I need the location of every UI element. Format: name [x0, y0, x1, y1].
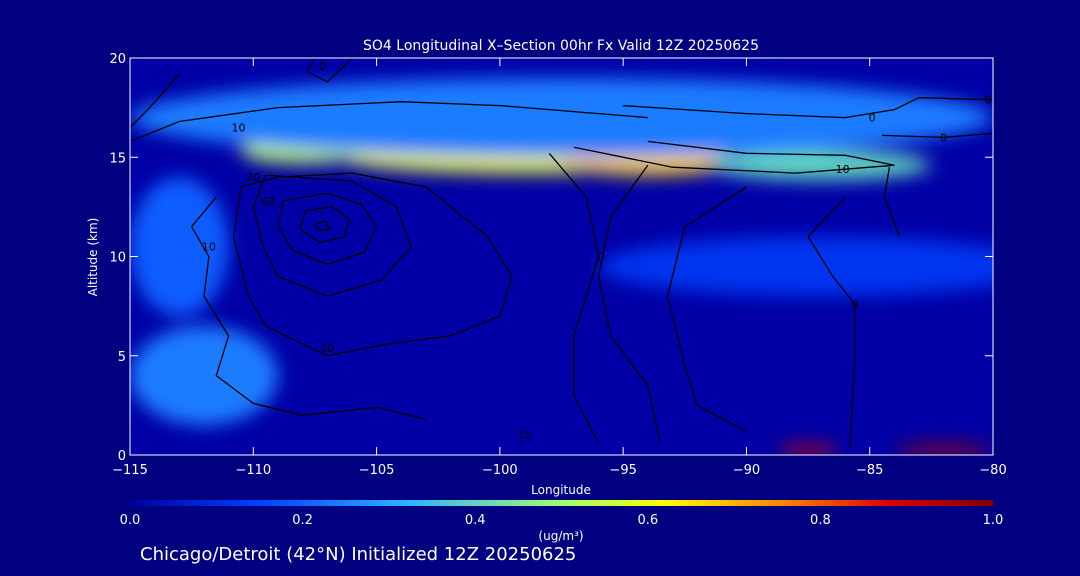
heat-patch-3: [709, 150, 932, 181]
colorbar-ticks: 0.0 0.2 0.4 0.6 0.8 1.0: [120, 513, 1004, 528]
contour-label-0: 0: [319, 60, 326, 73]
contour-label-7: 10: [836, 163, 850, 176]
x-tick-label: −105: [359, 463, 395, 478]
contour-line-5: [190, 196, 427, 420]
contour-label-9: 20: [246, 171, 260, 184]
heat-patch-8: [777, 445, 839, 455]
colorbar-tick-label: 0.8: [810, 513, 831, 528]
contour-label-10: 40: [261, 195, 275, 208]
contour-label-8: 10: [518, 429, 532, 442]
contour-line-9: [252, 174, 412, 297]
contour-line-4: [130, 101, 648, 143]
contour-line-11: [299, 206, 351, 244]
colorbar-tick-label: 0.6: [637, 513, 658, 528]
contour-line-6: [232, 172, 513, 357]
contour-line-14: [597, 164, 661, 444]
y-tick-label: 5: [118, 350, 126, 365]
contour-label-14: 0: [597, 251, 604, 264]
x-axis-label: Longitude: [531, 483, 591, 497]
contour-line-12: [314, 219, 331, 232]
contour-line-10: [277, 192, 378, 266]
colorbar-tick-label: 1.0: [983, 513, 1004, 528]
contour-label-16: 0: [851, 298, 858, 311]
x-axis: −115 −110 −105 −100 −95 −90 −85 −80: [112, 58, 1007, 478]
contour-label-3: 0: [985, 94, 992, 107]
x-tick-label: −100: [482, 463, 518, 478]
y-axis-label: Altitude (km): [86, 218, 100, 297]
x-tick-label: −80: [979, 463, 1006, 478]
colorbar-tick-label: 0.2: [292, 513, 313, 528]
contour-line-2: [881, 132, 993, 139]
colorbar-tick-label: 0.4: [465, 513, 486, 528]
contour-label-1: 0: [869, 112, 876, 125]
heat-patch-4: [130, 77, 993, 158]
contour-line-16: [807, 196, 856, 448]
x-tick-label: −115: [112, 463, 148, 478]
heat-patch-6: [130, 325, 278, 426]
contour-label-2: 0: [940, 131, 947, 144]
footer-caption: Chicago/Detroit (42°N) Initialized 12Z 2…: [140, 544, 576, 565]
x-tick-label: −90: [733, 463, 760, 478]
y-tick-label: 0: [118, 449, 126, 464]
heat-patch-9: [894, 445, 993, 455]
chart-title: SO4 Longitudinal X–Section 00hr Fx Valid…: [363, 38, 759, 54]
y-axis: 0 5 10 15 20: [109, 52, 993, 464]
y-tick-label: 20: [109, 52, 126, 67]
contour-line-13: [548, 152, 600, 444]
heat-patch-7: [598, 236, 993, 297]
x-tick-label: −85: [856, 463, 883, 478]
y-tick-label: 10: [109, 251, 126, 266]
y-tick-label: 15: [109, 151, 126, 166]
contour-line-0: [306, 58, 353, 83]
contour-line-18: [130, 73, 180, 128]
contour-label-6: 10: [320, 342, 334, 355]
contour-line-1: [623, 97, 993, 119]
contour-label-4: 10: [231, 121, 245, 134]
contour-line-17: [883, 167, 900, 237]
contour-label-5: 10: [202, 241, 216, 254]
colorbar-tick-label: 0.0: [120, 513, 141, 528]
colorbar-units: (ug/m³): [538, 529, 583, 543]
colorbar: [130, 500, 993, 506]
x-tick-label: −110: [235, 463, 271, 478]
contour-line-7: [573, 140, 895, 174]
x-tick-label: −95: [609, 463, 636, 478]
contour-line-15: [666, 186, 747, 432]
